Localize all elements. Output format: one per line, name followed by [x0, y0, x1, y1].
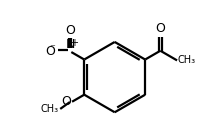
Text: +: +: [70, 38, 78, 48]
Text: CH₃: CH₃: [40, 104, 58, 114]
Text: N: N: [65, 38, 75, 51]
Text: O: O: [45, 45, 55, 58]
Text: ⁻: ⁻: [49, 44, 55, 54]
Text: CH₃: CH₃: [178, 55, 196, 65]
Text: O: O: [155, 22, 165, 35]
Text: O: O: [62, 95, 71, 108]
Text: O: O: [65, 23, 75, 37]
